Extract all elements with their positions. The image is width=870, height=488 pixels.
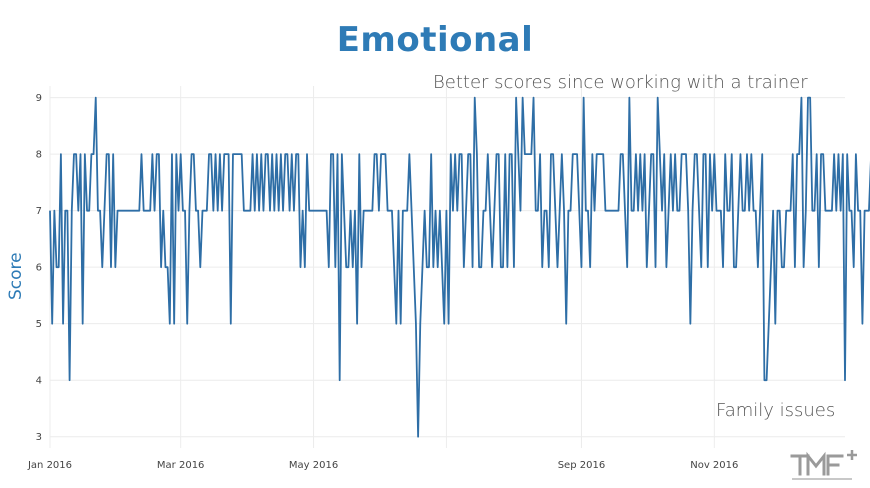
y-tick-label: 4 bbox=[36, 376, 42, 387]
brand-logo-icon bbox=[790, 450, 857, 480]
x-tick-label: Mar 2016 bbox=[157, 460, 205, 471]
y-tick-label: 9 bbox=[36, 93, 42, 104]
x-tick-label: May 2016 bbox=[289, 460, 338, 471]
chart-title: Emotional bbox=[336, 20, 534, 60]
y-tick-label: 8 bbox=[36, 150, 42, 161]
y-tick-label: 7 bbox=[36, 206, 42, 217]
score-series-line bbox=[49, 96, 870, 438]
x-tick-label: Jan 2016 bbox=[27, 460, 72, 471]
annotation-trainer: Better scores since working with a train… bbox=[433, 72, 808, 93]
x-tick-label: Sep 2016 bbox=[558, 460, 605, 471]
y-tick-label: 6 bbox=[36, 263, 42, 274]
grid-lines bbox=[49, 86, 845, 448]
x-tick-label: Nov 2016 bbox=[690, 460, 738, 471]
annotation-family-issues: Family issues bbox=[716, 400, 836, 421]
series-group bbox=[49, 96, 870, 438]
y-tick-labels: 3 4 5 6 7 8 9 bbox=[36, 93, 42, 443]
y-tick-label: 5 bbox=[36, 319, 42, 330]
x-tick-labels: Jan 2016 Mar 2016 May 2016 Sep 2016 Nov 2016 bbox=[27, 460, 738, 471]
y-tick-label: 3 bbox=[36, 432, 42, 443]
